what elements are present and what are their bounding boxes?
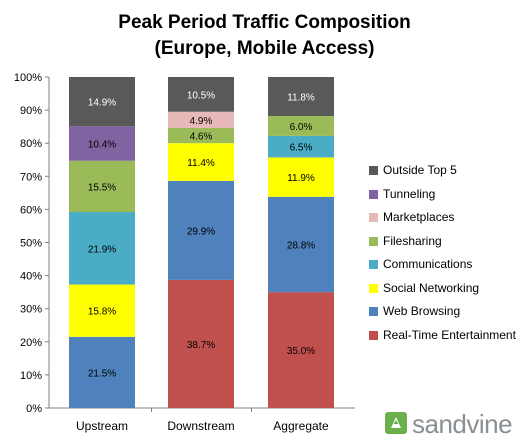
- data-label: 6.5%: [290, 143, 313, 154]
- y-tick-label: 70%: [20, 171, 42, 183]
- chart-subtitle: (Europe, Mobile Access): [154, 38, 375, 59]
- data-label: 4.9%: [190, 116, 213, 127]
- y-tick-label: 20%: [20, 337, 42, 349]
- chart-title: Peak Period Traffic Composition: [118, 12, 411, 33]
- data-label: 29.9%: [187, 226, 215, 237]
- bar-segment: [168, 77, 234, 112]
- legend-item: Web Browsing: [369, 304, 529, 320]
- bar-segment: [69, 336, 135, 408]
- legend-swatch: [369, 236, 378, 246]
- legend-item: Filesharing: [369, 234, 529, 250]
- bar-segment: [268, 116, 334, 136]
- y-tick-label: 80%: [20, 138, 42, 150]
- x-tick-label: Downstream: [167, 419, 234, 433]
- data-label: 28.8%: [287, 240, 315, 251]
- legend-item: Marketplaces: [369, 210, 529, 226]
- legend-swatch: [369, 307, 378, 316]
- bar-segment: [168, 180, 234, 280]
- sandvine-logo-mark-icon: [385, 412, 407, 434]
- bar-segment: [69, 212, 135, 285]
- bar-segment: [69, 126, 135, 161]
- bar-segment: [168, 111, 234, 128]
- data-label: 21.9%: [88, 244, 116, 255]
- bar-segment: [268, 196, 334, 293]
- legend-swatch: [369, 283, 378, 293]
- bar-segment: [268, 157, 334, 197]
- legend-swatch: [369, 213, 378, 222]
- data-label: 21.5%: [88, 368, 116, 379]
- y-tick-label: 0%: [26, 403, 42, 415]
- data-label: 35.0%: [287, 346, 315, 357]
- legend-item: Communications: [369, 257, 529, 273]
- legend-label: Marketplaces: [383, 210, 455, 224]
- sandvine-logo: sandvine: [384, 409, 524, 439]
- y-tick-label: 90%: [20, 105, 42, 117]
- bar-segment: [268, 292, 334, 408]
- y-tick-label: 60%: [20, 204, 42, 216]
- data-label: 15.8%: [88, 307, 116, 318]
- y-tick-label: 30%: [20, 304, 42, 316]
- bar-segment: [69, 77, 135, 127]
- bar-segment: [168, 279, 234, 408]
- data-label: 11.4%: [187, 158, 215, 169]
- data-label: 38.7%: [187, 340, 215, 351]
- legend-swatch: [369, 330, 378, 340]
- data-label: 15.5%: [88, 182, 116, 193]
- data-label: 11.8%: [287, 93, 315, 104]
- legend-label: Social Networking: [383, 280, 480, 295]
- x-tick-label: Aggregate: [273, 419, 329, 433]
- data-label: 10.4%: [88, 140, 116, 151]
- legend-item: Social Networking: [369, 281, 529, 297]
- bar-segment: [69, 160, 135, 213]
- legend-swatch: [369, 166, 378, 175]
- legend-label: Communications: [383, 257, 473, 271]
- legend-label: Outside Top 5: [383, 163, 457, 177]
- sandvine-logo-text: sandvine: [412, 409, 513, 439]
- bar-segment: [168, 143, 234, 181]
- legend-label: Web Browsing: [383, 304, 461, 318]
- legend-item: Outside Top 5: [369, 163, 529, 179]
- data-label: 14.9%: [88, 98, 116, 109]
- bar-segment: [268, 135, 334, 158]
- data-label: 11.9%: [287, 173, 315, 184]
- data-label: 10.5%: [187, 90, 215, 101]
- legend-item: Real-Time Entertainment: [369, 328, 529, 344]
- legend-swatch: [369, 189, 378, 199]
- data-label: 6.0%: [290, 122, 313, 133]
- y-tick-label: 100%: [14, 72, 42, 84]
- legend-label: Real-Time Entertainment: [383, 327, 516, 342]
- y-tick-label: 10%: [20, 370, 42, 382]
- bar-segment: [168, 127, 234, 144]
- legend-label: Tunneling: [383, 186, 436, 201]
- legend-item: Tunneling: [369, 187, 529, 203]
- bar-segment: [268, 77, 334, 117]
- bar-segment: [69, 284, 135, 337]
- x-tick-label: Upstream: [76, 419, 128, 433]
- data-label: 4.6%: [190, 132, 213, 143]
- y-tick-label: 50%: [20, 238, 42, 250]
- y-tick-label: 40%: [20, 271, 42, 283]
- legend-label: Filesharing: [383, 233, 442, 248]
- legend-swatch: [369, 260, 378, 269]
